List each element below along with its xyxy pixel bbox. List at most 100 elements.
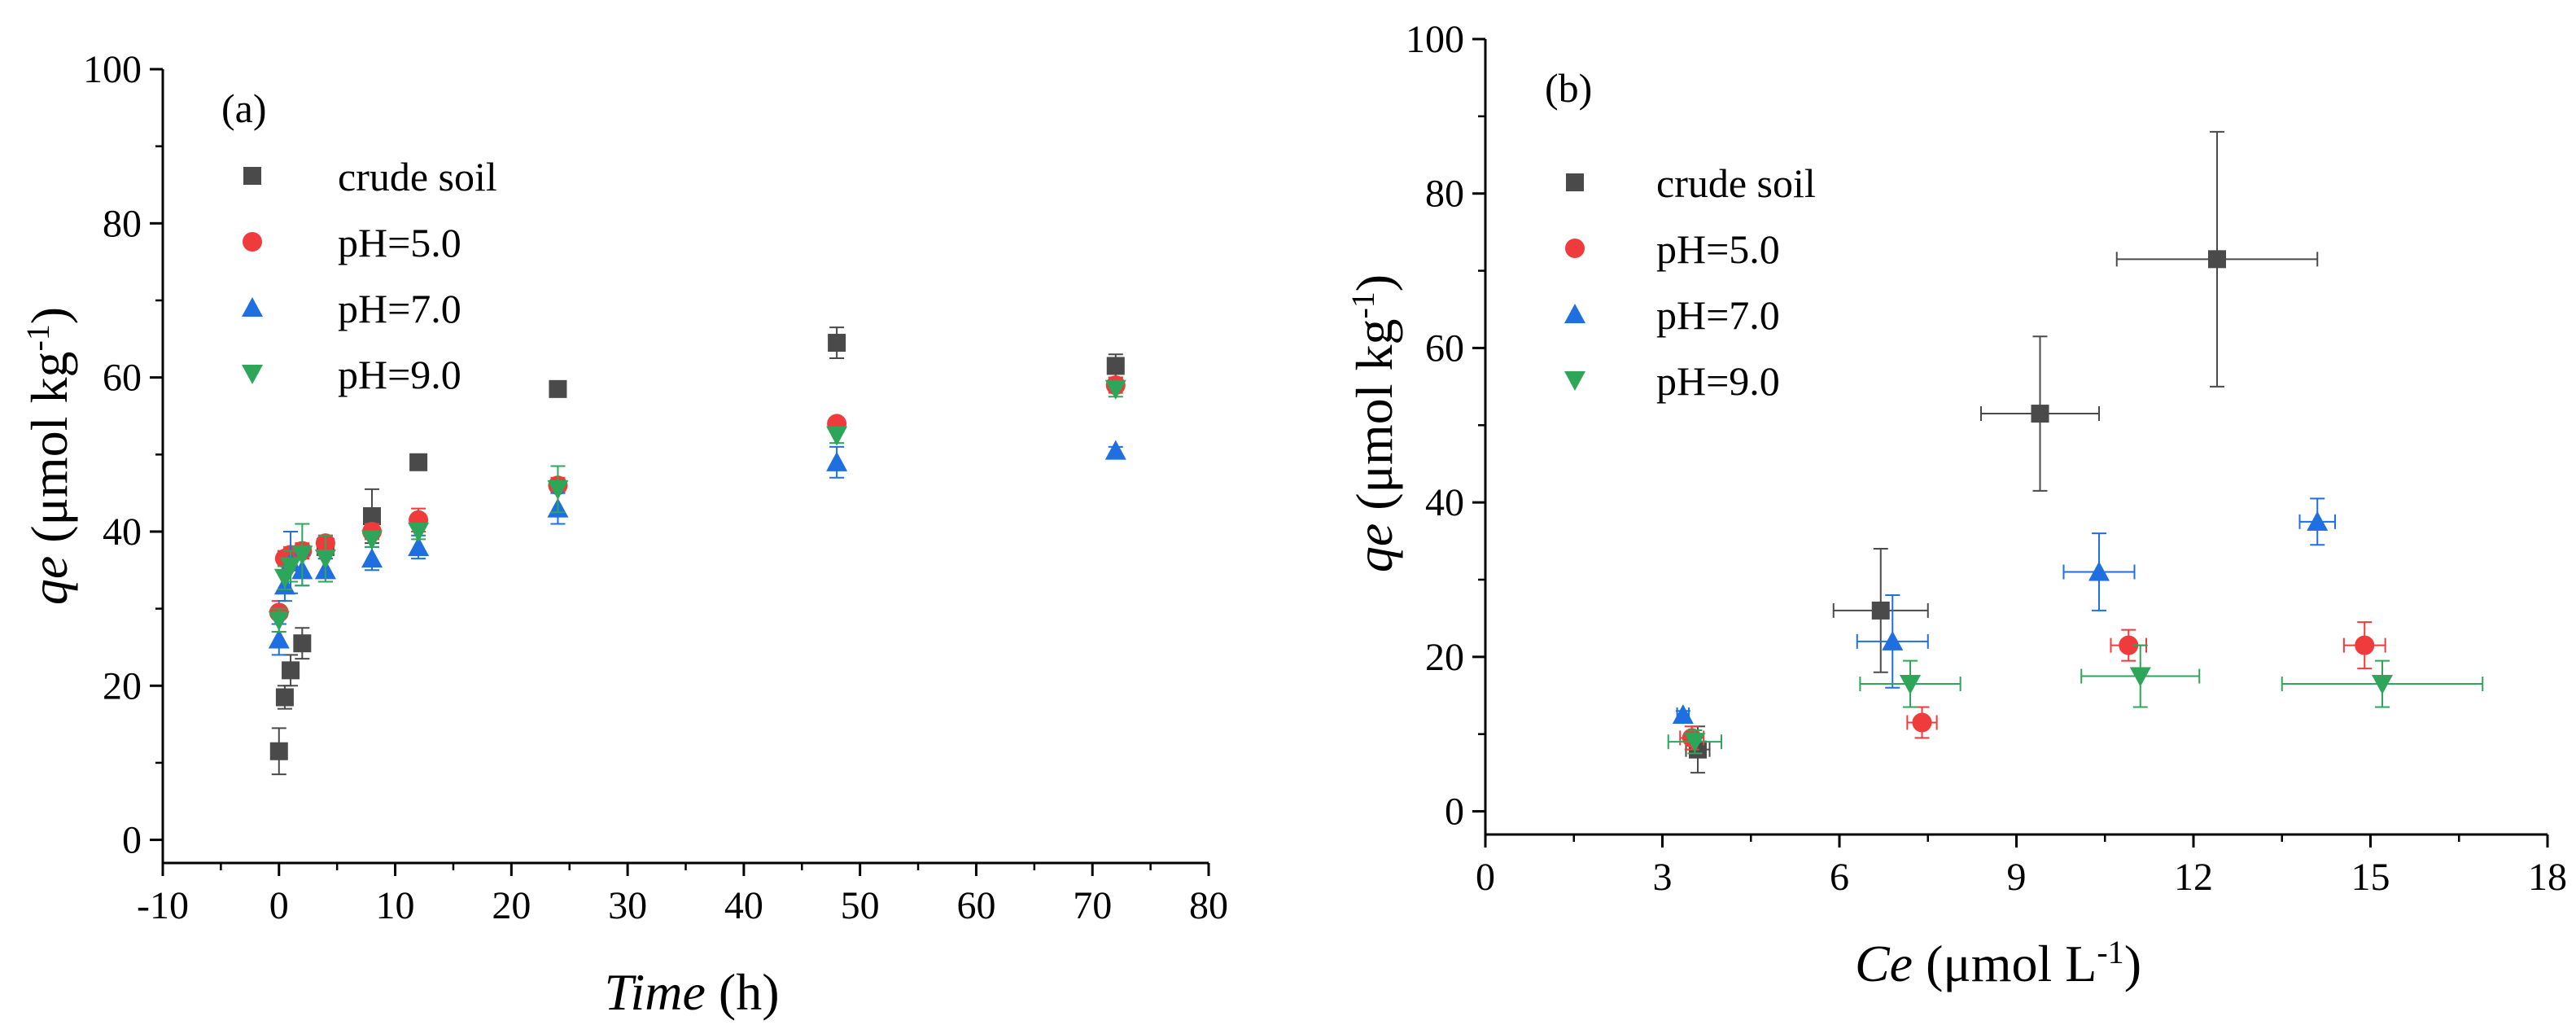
x-tick-label: 30 <box>608 884 647 927</box>
y-tick-label: 40 <box>1425 481 1464 524</box>
ph-9-0-point <box>268 611 290 631</box>
panel-b-axes: 0 3 6 9 12 15 18 0 20 40 60 80 100 <box>1406 18 2567 899</box>
legend-marker-ph-5-0 <box>243 232 262 252</box>
x-tick-label: 70 <box>1073 884 1112 927</box>
legend-marker-ph-5-0 <box>1565 239 1585 258</box>
y-tick-label: 80 <box>103 202 142 245</box>
panel-b: 0 3 6 9 12 15 18 0 20 40 60 80 100 (b) crude soil pH=… <box>1345 18 2568 992</box>
panel-a: -10 0 10 20 30 40 50 60 70 80 0 20 40 60 80 100 (a) cru… <box>20 48 1229 1021</box>
crude-soil-point <box>269 742 288 760</box>
legend-label-crude-soil: crude soil <box>338 154 497 199</box>
ph-9-0-point <box>1104 379 1126 400</box>
y-tick-label: 100 <box>1406 18 1464 61</box>
panel-a-x-axis-title: Time (h) <box>604 963 779 1021</box>
panel-a-y-title-unit-post: ) <box>20 307 78 324</box>
ph-9-0-point <box>314 550 336 570</box>
crude-soil-point <box>549 379 567 398</box>
x-tick-label: 20 <box>492 884 531 927</box>
crude-soil-point <box>2208 250 2226 269</box>
ph-5-0-point <box>2119 635 2139 655</box>
ph-9-0-point <box>408 522 430 542</box>
crude-soil-point <box>2031 405 2049 423</box>
x-tick-label: 60 <box>956 884 995 927</box>
panel-a-x-title-italic: Time <box>604 963 705 1021</box>
ph-7-0-point <box>268 629 290 649</box>
ph-7-0-point <box>826 451 848 471</box>
legend-label-ph-7-0: pH=7.0 <box>1656 292 1780 338</box>
x-tick-label: 15 <box>2351 856 2390 899</box>
legend-label-ph-5-0: pH=5.0 <box>1656 226 1780 272</box>
panel-b-legend: crude soil pH=5.0 pH=7.0 pH=9.0 <box>1564 160 1816 404</box>
crude-soil-point <box>1871 601 1890 620</box>
legend-marker-crude-soil <box>243 167 261 185</box>
ph-9-0-point <box>547 480 569 500</box>
panel-a-y-title-unit-pre: (μmol kg <box>20 352 78 556</box>
panel-b-x-axis-title: Ce (μmol L-1) <box>1855 934 2141 993</box>
legend-label-ph-5-0: pH=5.0 <box>338 220 461 265</box>
crude-soil-point <box>363 507 381 526</box>
legend-marker-ph-9-0 <box>242 364 263 384</box>
x-tick-label: 0 <box>1476 856 1495 899</box>
x-tick-label: 50 <box>841 884 880 927</box>
x-tick-label: 3 <box>1653 856 1673 899</box>
panel-b-y-title-unit-post: ) <box>1345 274 1403 291</box>
panel-a-label: (a) <box>221 85 267 131</box>
ph-7-0-point <box>361 548 383 568</box>
x-tick-label: 12 <box>2174 856 2213 899</box>
panel-b-x-title-unit-sup: -1 <box>2097 934 2123 970</box>
crude-soil-point <box>828 334 846 353</box>
panel-b-x-title-italic: Ce <box>1855 935 1913 992</box>
panel-b-marks <box>1667 130 2484 774</box>
panel-b-x-title-unit-post: ) <box>2124 935 2141 992</box>
ph-9-0-point <box>1900 674 1921 695</box>
x-tick-label: 0 <box>269 884 289 927</box>
x-tick-label: 6 <box>1830 856 1849 899</box>
crude-soil-point <box>409 453 428 471</box>
ph-9-0-point <box>1684 733 1706 753</box>
panel-b-label: (b) <box>1545 65 1592 111</box>
panel-a-axes: -10 0 10 20 30 40 50 60 70 80 0 20 40 60 80 100 <box>83 48 1228 927</box>
panel-b-y-axis-title: qe (μmol kg-1) <box>1345 274 1404 572</box>
legend-marker-ph-7-0 <box>242 297 263 318</box>
y-tick-label: 40 <box>103 510 142 554</box>
ph-9-0-point <box>2129 667 2151 687</box>
panel-a-y-title-italic: qe <box>20 556 78 605</box>
panel-b-y-title-italic: qe <box>1345 523 1403 572</box>
legend-label-ph-9-0: pH=9.0 <box>1656 358 1780 404</box>
legend-label-ph-9-0: pH=9.0 <box>338 352 461 397</box>
panel-b-y-title-unit-sup: -1 <box>1345 291 1381 318</box>
ph-9-0-point <box>2372 674 2393 695</box>
panel-a-legend: crude soil pH=5.0 pH=7.0 pH=9.0 <box>242 154 497 397</box>
y-tick-label: 80 <box>1425 173 1464 216</box>
ph-5-0-point <box>2355 635 2375 655</box>
crude-soil-point <box>282 661 300 680</box>
x-tick-label: 18 <box>2528 856 2567 899</box>
ph-7-0-point <box>1104 440 1126 460</box>
panel-a-y-title-unit-sup: -1 <box>20 324 56 351</box>
panel-a-x-title-unit: (h) <box>706 963 780 1021</box>
y-tick-label: 0 <box>1445 791 1464 834</box>
ph-9-0-point <box>280 557 302 577</box>
ph-7-0-point <box>408 536 430 556</box>
panel-a-marks <box>268 326 1126 776</box>
ph-9-0-point <box>291 545 313 566</box>
legend-label-ph-7-0: pH=7.0 <box>338 286 461 331</box>
y-tick-label: 100 <box>83 48 142 91</box>
panel-b-x-title-unit-pre: (μmol L <box>1913 935 2097 992</box>
legend-marker-crude-soil <box>1566 173 1584 191</box>
y-tick-label: 60 <box>103 357 142 400</box>
x-tick-label: 10 <box>376 884 415 927</box>
x-tick-label: 40 <box>724 884 763 927</box>
y-tick-label: 20 <box>1425 636 1464 679</box>
legend-marker-ph-9-0 <box>1564 370 1585 391</box>
panel-b-y-title-unit-pre: (μmol kg <box>1345 319 1403 523</box>
y-tick-label: 20 <box>103 664 142 707</box>
ph-7-0-point <box>2088 561 2110 581</box>
y-tick-label: 0 <box>122 819 142 862</box>
ph-9-0-point <box>826 426 848 446</box>
panel-a-y-axis-title: qe (μmol kg-1) <box>20 307 79 605</box>
crude-soil-point <box>275 688 294 707</box>
ph-5-0-point <box>1912 712 1932 733</box>
x-tick-label: 80 <box>1189 884 1228 927</box>
ph-7-0-point <box>1882 630 1904 650</box>
